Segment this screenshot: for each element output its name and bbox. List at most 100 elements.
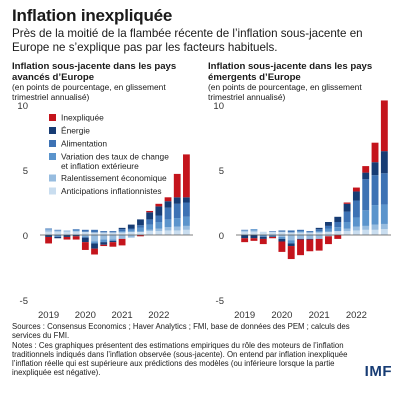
right-panel-title: Inflation sous-jacente dans les pays éme… [208,61,373,83]
right-bar-segment [325,228,332,232]
right-x-tick-label: 2020 [271,310,292,321]
legend-label: Alimentation [61,139,107,149]
left-bar-segment [173,197,181,204]
right-bar-segment [241,238,249,243]
sources-text: Sources : Consensus Economics ; Haver An… [12,322,350,341]
right-bar-segment [315,238,323,251]
right-bar-segment [297,229,304,232]
right-bar-segment [297,235,304,239]
right-bar-segment [259,235,267,237]
right-bar-segment [250,235,258,239]
right-bar-segment [259,238,267,245]
left-bar-segment [45,235,52,237]
left-x-tick-label: 2019 [38,310,59,321]
left-bar-segment [173,230,181,235]
legend-label: Inexpliquée [61,113,104,123]
left-bar-segment [91,229,98,233]
left-bar-segment [183,154,190,198]
right-bar-segment [269,236,277,237]
right-bar-segment [278,235,286,237]
legend-swatch [49,174,56,182]
left-bar-segment [127,228,135,230]
right-y-tick-label: 10 [213,101,224,112]
left-bar-segment [155,215,163,222]
left-bar-segment [72,231,80,232]
left-panel-subtitle: (en points de pourcentage, en glissement… [12,82,166,102]
right-bar-segment [343,231,351,235]
left-bar-segment [91,248,98,255]
right-bar-segment [334,231,342,235]
legend-swatch [49,187,56,195]
left-bar-segment [127,224,135,229]
left-bar-segment [81,237,89,243]
right-bar-segment [371,162,379,176]
left-bar-segment [118,232,126,235]
left-bar-segment [137,231,144,235]
right-bar-segment [315,229,323,232]
left-bar-segment [45,229,52,232]
left-bar-segment [155,206,163,216]
left-bar-segment [63,235,71,237]
left-bar-segment [118,227,126,230]
right-bar-segment [259,231,267,235]
right-bar-segment [250,230,258,232]
left-bar-segment [146,231,154,235]
right-bar-segment [380,151,388,174]
right-y-tick-label: -5 [216,296,224,307]
right-bar-segment [250,231,258,235]
left-x-tick-label: 2022 [148,310,169,321]
right-bar-segment [297,231,304,233]
left-bar-segment [173,173,181,198]
left-bar-segment [63,236,71,240]
left-panel-title: Inflation sous-jacente dans les pays ava… [12,61,177,83]
right-bar-segment [380,100,388,152]
left-bar-segment [173,226,181,231]
left-bar-segment [81,242,89,250]
left-bar-segment [72,229,80,232]
left-bar-segment [72,236,80,240]
left-bar-segment [81,231,89,235]
right-bar-segment [306,238,314,240]
legend-label: Variation des taux de change et inflation… [61,152,169,172]
left-x-tick-label: 2021 [112,310,133,321]
left-bar-segment [45,236,52,244]
right-bar-segment [269,235,277,237]
left-bar-segment [127,229,135,232]
right-bar-segment [380,229,388,235]
left-bar-segment [54,235,62,237]
right-bar-segment [259,236,267,237]
left-bar-segment [183,225,190,230]
left-bar-segment [100,242,108,245]
right-bar-segment [325,225,332,229]
right-bar-segment [352,217,360,227]
right-bar-segment [343,211,351,222]
page-title: Inflation inexpliquée [12,6,173,25]
right-bar-segment [306,239,314,252]
right-bar-segment [269,236,277,239]
right-bar-segment [325,231,332,235]
right-bar-segment [352,230,360,235]
left-bar-segment [109,235,117,240]
right-x-tick-label: 2021 [309,310,330,321]
right-bar-segment [278,230,286,232]
right-bar-segment [334,222,342,228]
right-bar-segment [287,246,295,260]
right-x-tick-label: 2019 [234,310,255,321]
right-bar-segment [287,232,295,235]
right-bar-segment [362,179,370,211]
right-bar-segment [315,227,323,230]
left-bar-segment [45,228,52,230]
right-bar-segment [362,229,370,235]
right-bar-segment [352,187,360,192]
legend-label: Anticipations inflationnistes [61,186,162,196]
left-bar-segment [146,212,154,220]
left-bar-segment [173,203,181,219]
left-bar-segment [183,216,190,226]
left-bar-segment [91,232,98,235]
legend-swatch [49,153,56,160]
legend-label: Énergie [61,126,90,136]
right-bar-segment [371,175,379,206]
right-bar-segment [269,231,277,235]
right-bar-segment [241,231,249,235]
left-y-tick-label: -5 [20,296,28,307]
